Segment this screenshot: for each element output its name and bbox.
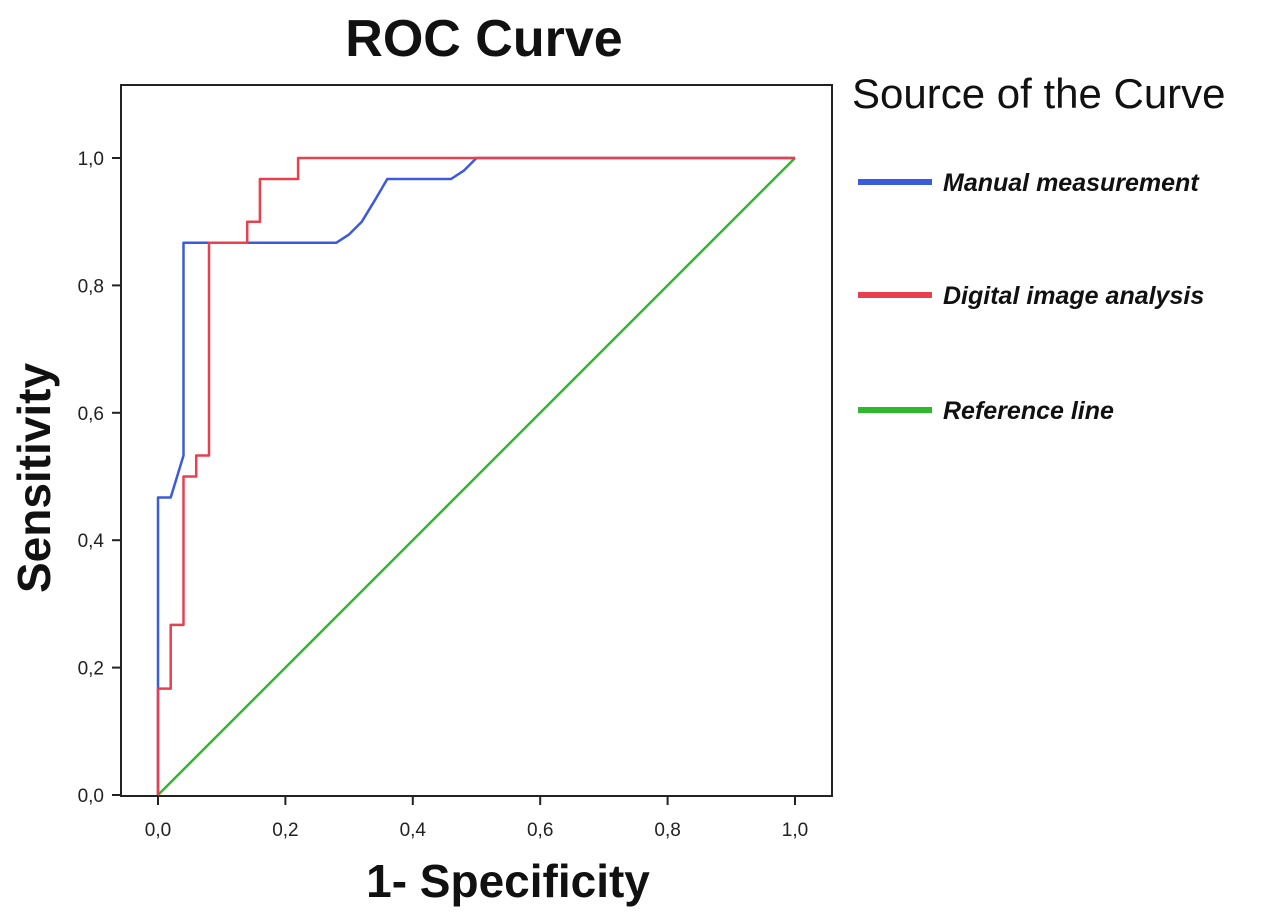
x-tick-label: 0,4 xyxy=(400,820,427,841)
legend-title: Source of the Curve xyxy=(852,70,1226,117)
y-tick-label: 0,8 xyxy=(78,276,104,297)
y-tick-label: 0,4 xyxy=(78,531,105,552)
y-axis: 0,0 0,2 0,4 0,6 0,8 1,0 xyxy=(78,149,121,807)
series-layer xyxy=(156,156,796,796)
legend-label-manual-measurement: Manual measurement xyxy=(943,169,1200,197)
legend-label-digital-image-analysis: Digital image analysis xyxy=(943,282,1204,310)
x-tick-label: 0,8 xyxy=(654,820,680,841)
y-tick-label: 0,6 xyxy=(78,404,104,425)
y-tick-label: 0,0 xyxy=(78,786,104,807)
x-tick-label: 0,0 xyxy=(145,820,171,841)
y-tick-label: 1,0 xyxy=(78,149,104,170)
y-axis-label: Sensitivity xyxy=(8,363,60,594)
series-line-reference-line xyxy=(157,157,796,796)
x-tick-label: 0,2 xyxy=(272,820,298,841)
y-tick-label: 0,2 xyxy=(78,659,104,680)
x-axis-label: 1- Specificity xyxy=(366,855,650,907)
x-axis: 0,0 0,2 0,4 0,6 0,8 1,0 xyxy=(145,796,808,841)
legend-label-reference-line: Reference line xyxy=(943,397,1114,425)
legend: Manual measurement Digital image analysis… xyxy=(858,169,1204,425)
series-line-manual-measurement xyxy=(156,156,795,795)
chart-title: ROC Curve xyxy=(345,10,622,68)
plot-frame xyxy=(120,84,833,797)
series-line-digital-image-analysis xyxy=(156,156,795,795)
x-tick-label: 0,6 xyxy=(527,820,553,841)
x-tick-label: 1,0 xyxy=(782,820,808,841)
